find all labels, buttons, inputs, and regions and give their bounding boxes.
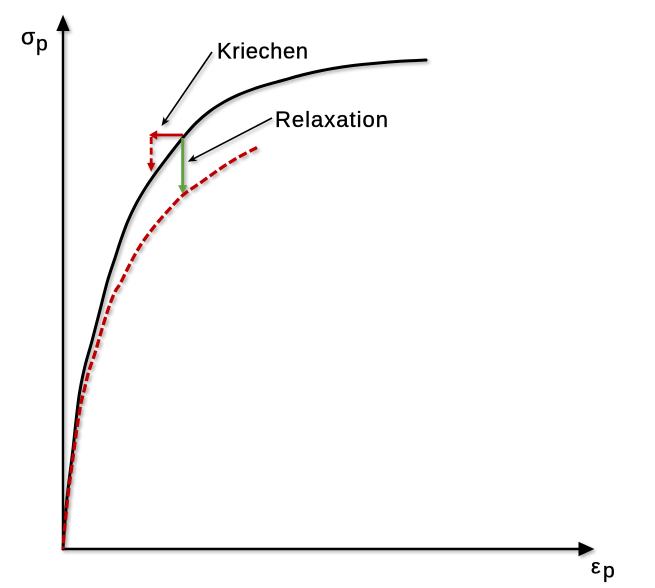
svg-text:σ: σ [21,24,35,50]
svg-text:p: p [36,33,48,56]
svg-text:p: p [603,560,615,583]
svg-text:Kriechen: Kriechen [217,39,309,64]
svg-text:Relaxation: Relaxation [275,107,389,132]
svg-text:ε: ε [591,555,601,579]
